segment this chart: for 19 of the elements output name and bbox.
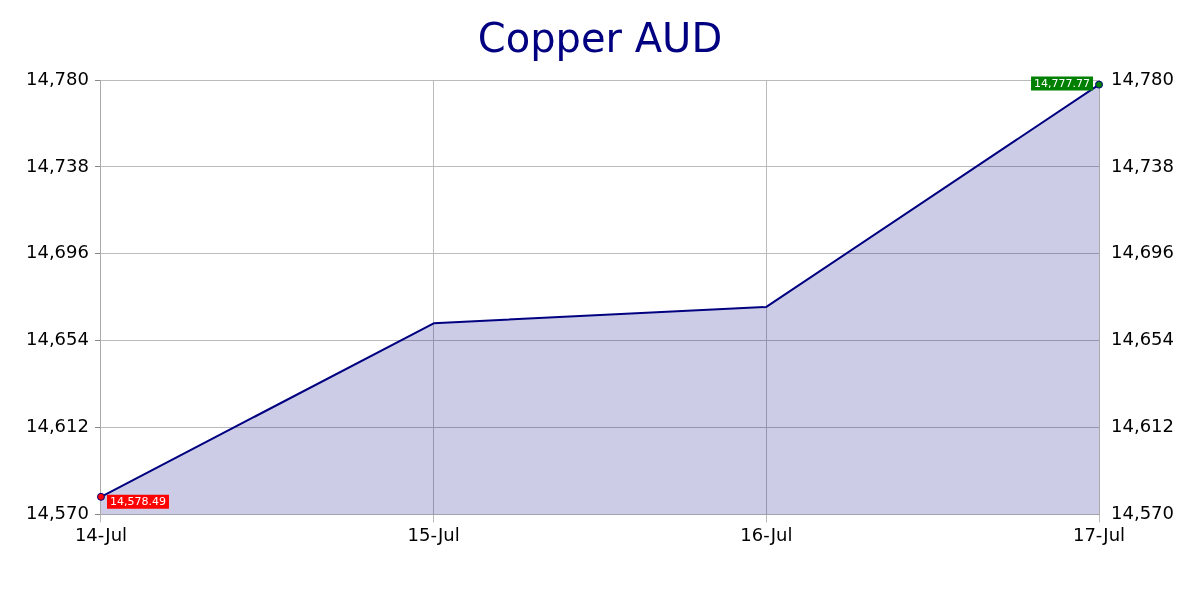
data-label: 14,777.77 xyxy=(1034,76,1091,90)
x-tick-label: 14-Jul xyxy=(74,523,128,545)
y-tick-label: 14,612 xyxy=(26,415,89,437)
y2-tick-label: 14,612 xyxy=(1111,415,1174,437)
y2-tick-label: 14,696 xyxy=(1111,241,1174,263)
y2-tick-label: 14,780 xyxy=(1111,67,1174,89)
x-tick-label: 17-Jul xyxy=(1072,523,1126,545)
y-tick-label: 14,738 xyxy=(26,154,89,176)
y-tick-label: 14,696 xyxy=(26,241,89,263)
y2-tick-label: 14,654 xyxy=(1111,328,1174,350)
x-tick-label: 15-Jul xyxy=(407,523,460,545)
y2-tick-label: 14,738 xyxy=(1111,154,1174,176)
data-label: 14,578.49 xyxy=(109,495,166,509)
y-tick-label: 14,780 xyxy=(26,67,89,89)
x-tick-label: 16-Jul xyxy=(740,523,793,545)
y-tick-label: 14,570 xyxy=(26,502,89,524)
chart-title: Copper AUD xyxy=(477,15,723,62)
y-tick-label: 14,654 xyxy=(26,328,89,350)
y2-tick-label: 14,570 xyxy=(1111,502,1174,524)
